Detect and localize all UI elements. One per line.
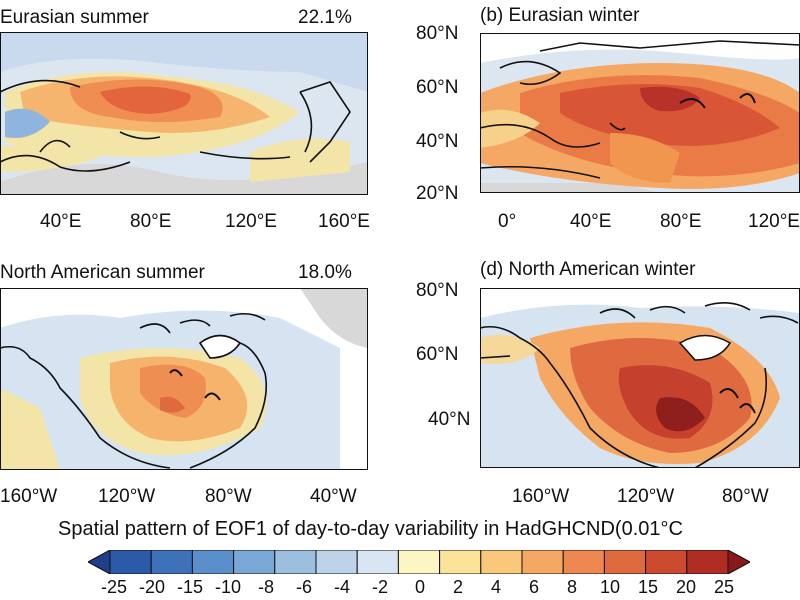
panel-d-ytick: 60°N bbox=[416, 344, 459, 365]
panel-b-ytick: 40°N bbox=[416, 131, 459, 152]
panel-a-xtick: 160°E bbox=[318, 211, 370, 232]
panel-b-xtick: 80°E bbox=[660, 211, 702, 232]
panel-d-xtick: 120°W bbox=[617, 486, 675, 507]
colorbar-title: Spatial pattern of EOF1 of day-to-day va… bbox=[58, 518, 683, 540]
panel-a-xtick: 40°E bbox=[40, 211, 82, 232]
colorbar-segment bbox=[191, 550, 235, 574]
colorbar-label: 2 bbox=[453, 577, 464, 597]
panel-c-xtick: 80°W bbox=[205, 486, 252, 507]
colorbar-label: -4 bbox=[334, 577, 351, 597]
colorbar-label: 6 bbox=[529, 577, 540, 597]
panel-b-ytick: 60°N bbox=[416, 77, 459, 98]
colorbar-label: 4 bbox=[491, 577, 502, 597]
panel-b-ytick: 80°N bbox=[416, 23, 459, 44]
colorbar-label: -6 bbox=[296, 577, 313, 597]
colorbar-label: 8 bbox=[567, 577, 578, 597]
panel-b-map bbox=[480, 33, 800, 193]
colorbar-label: -10 bbox=[215, 577, 242, 597]
colorbar-segment bbox=[233, 550, 276, 574]
colorbar-label: 15 bbox=[638, 577, 659, 597]
panel-a-map bbox=[0, 32, 368, 195]
panel-c-xtick: 120°W bbox=[98, 486, 156, 507]
colorbar-segment bbox=[397, 550, 441, 574]
panel-c-map bbox=[0, 288, 368, 470]
panel-c-percent: 18.0% bbox=[298, 262, 352, 283]
colorbar-label: 0 bbox=[415, 577, 426, 597]
panel-d-ytick: 80°N bbox=[416, 280, 459, 301]
colorbar-segment bbox=[521, 550, 564, 574]
colorbar-label: -15 bbox=[177, 577, 204, 597]
panel-d-xtick: 80°W bbox=[722, 486, 769, 507]
colorbar-segment bbox=[603, 550, 647, 574]
panel-b-xtick: 0° bbox=[498, 211, 517, 232]
colorbar-segment bbox=[480, 550, 523, 574]
panel-a-xtick: 80°E bbox=[130, 211, 172, 232]
colorbar-segment bbox=[274, 550, 317, 574]
colorbar-segment bbox=[315, 550, 358, 574]
panel-b-xtick: 120°E bbox=[748, 211, 800, 232]
panel-d-xtick: 160°W bbox=[512, 486, 570, 507]
colorbar-segment bbox=[645, 550, 688, 574]
colorbar-segment bbox=[150, 550, 193, 574]
colorbar-label: -2 bbox=[372, 577, 389, 597]
colorbar-label: 25 bbox=[714, 577, 735, 597]
colorbar bbox=[88, 550, 750, 574]
panel-b-xtick: 40°E bbox=[570, 211, 612, 232]
colorbar-label: -20 bbox=[139, 577, 166, 597]
colorbar-segment bbox=[439, 550, 482, 574]
colorbar-label: -25 bbox=[101, 577, 128, 597]
panel-a-title: Eurasian summer bbox=[0, 7, 149, 28]
colorbar-label: 10 bbox=[600, 577, 621, 597]
panel-d-map bbox=[480, 288, 800, 468]
panel-d-ytick: 40°N bbox=[428, 409, 471, 430]
colorbar-segment bbox=[109, 550, 152, 574]
panel-b-title: (b) Eurasian winter bbox=[480, 5, 640, 26]
panel-d-title: (d) North American winter bbox=[480, 259, 696, 280]
panel-a-percent: 22.1% bbox=[298, 7, 352, 28]
colorbar-segment bbox=[356, 550, 399, 574]
colorbar-label: 20 bbox=[676, 577, 697, 597]
colorbar-segment bbox=[88, 550, 111, 574]
panel-c-xtick: 160°W bbox=[0, 486, 58, 507]
panel-c-xtick: 40°W bbox=[310, 486, 357, 507]
panel-c-title: North American summer bbox=[0, 262, 205, 283]
panel-a-xtick: 120°E bbox=[225, 211, 277, 232]
panel-b-ytick: 20°N bbox=[416, 183, 459, 204]
colorbar-segment bbox=[562, 550, 605, 574]
colorbar-label: -8 bbox=[258, 577, 275, 597]
colorbar-segment bbox=[686, 550, 729, 574]
colorbar-segment bbox=[727, 550, 750, 574]
